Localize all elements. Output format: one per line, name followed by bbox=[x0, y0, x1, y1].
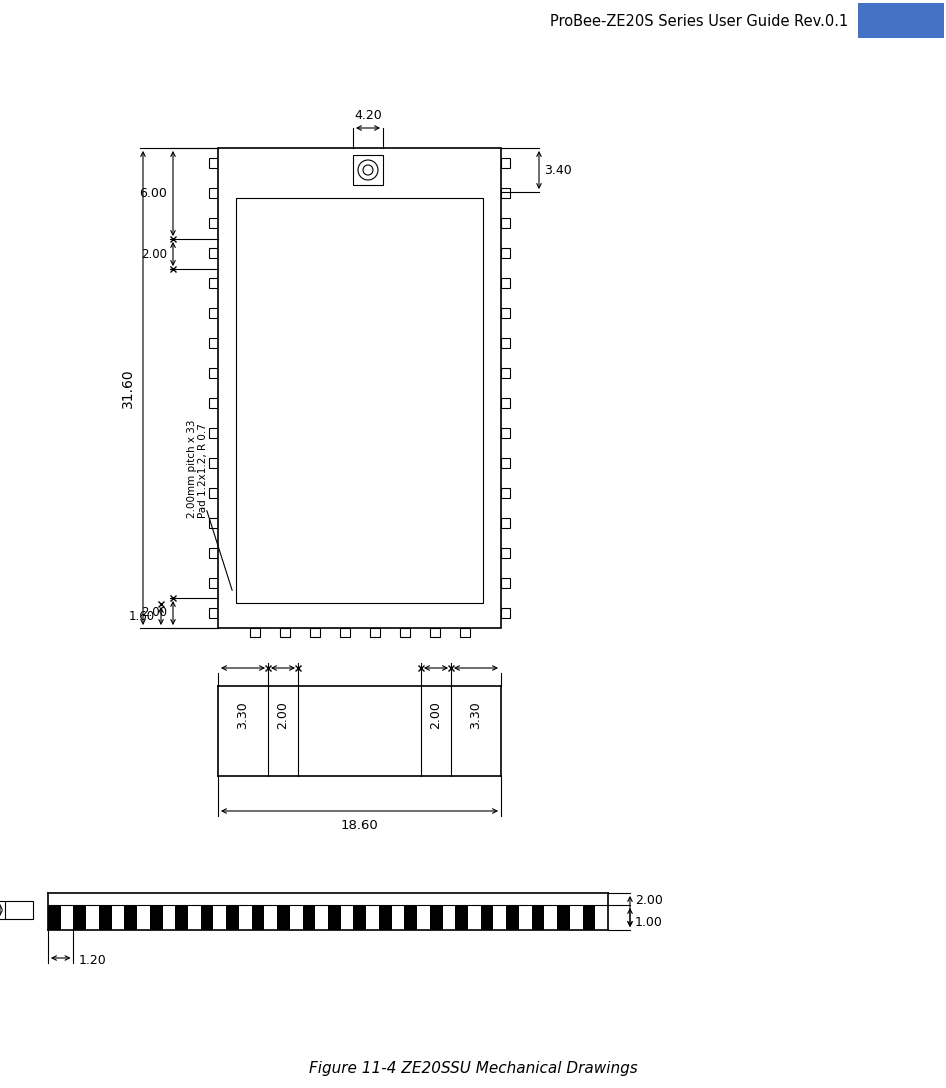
Text: 3.30: 3.30 bbox=[236, 701, 250, 729]
Bar bbox=[370, 628, 380, 636]
Bar bbox=[430, 628, 440, 636]
Bar bbox=[250, 628, 260, 636]
Text: Figure 11-4 ZE20SSU Mechanical Drawings: Figure 11-4 ZE20SSU Mechanical Drawings bbox=[308, 1061, 638, 1076]
Bar bbox=[501, 428, 510, 438]
Bar bbox=[557, 905, 569, 930]
Circle shape bbox=[248, 237, 258, 248]
Bar bbox=[455, 905, 468, 930]
Bar bbox=[149, 905, 163, 930]
Bar bbox=[501, 158, 510, 168]
Bar bbox=[209, 338, 218, 348]
Text: 4.20: 4.20 bbox=[354, 109, 382, 122]
Bar bbox=[501, 248, 510, 258]
Bar bbox=[209, 428, 218, 438]
Text: 3.40: 3.40 bbox=[544, 163, 571, 176]
Bar bbox=[5, 901, 33, 919]
Bar bbox=[501, 398, 510, 408]
Bar bbox=[252, 905, 264, 930]
Bar bbox=[280, 628, 290, 636]
Bar bbox=[99, 905, 112, 930]
Bar bbox=[310, 628, 320, 636]
Text: 31.60: 31.60 bbox=[121, 368, 135, 408]
Bar bbox=[501, 578, 510, 588]
Bar bbox=[481, 905, 494, 930]
Bar bbox=[340, 628, 350, 636]
Text: 2.00: 2.00 bbox=[635, 894, 663, 907]
Bar bbox=[379, 905, 392, 930]
Bar bbox=[303, 905, 315, 930]
Bar bbox=[48, 905, 61, 930]
Bar bbox=[209, 398, 218, 408]
Bar bbox=[201, 905, 214, 930]
Text: 2.00: 2.00 bbox=[429, 701, 443, 729]
Bar bbox=[209, 158, 218, 168]
Bar bbox=[277, 905, 289, 930]
Bar bbox=[506, 905, 519, 930]
Text: 1.20: 1.20 bbox=[79, 953, 106, 966]
Bar bbox=[460, 628, 470, 636]
Bar bbox=[209, 248, 218, 258]
Bar bbox=[209, 308, 218, 318]
Bar bbox=[501, 489, 510, 498]
Circle shape bbox=[358, 160, 378, 180]
Text: 3.30: 3.30 bbox=[469, 701, 482, 729]
Bar bbox=[209, 608, 218, 618]
Bar bbox=[501, 518, 510, 528]
Bar bbox=[209, 188, 218, 198]
Text: 1.00: 1.00 bbox=[635, 916, 663, 929]
Bar bbox=[209, 578, 218, 588]
Bar bbox=[209, 368, 218, 378]
Bar bbox=[209, 489, 218, 498]
Bar bbox=[501, 218, 510, 228]
Text: Pad 1.2x1.2, R 0.7: Pad 1.2x1.2, R 0.7 bbox=[198, 423, 208, 518]
Bar bbox=[858, 3, 944, 38]
Text: 6.00: 6.00 bbox=[139, 187, 167, 200]
Text: 18.60: 18.60 bbox=[341, 819, 378, 832]
Bar bbox=[501, 548, 510, 558]
Bar bbox=[236, 198, 483, 603]
Bar bbox=[209, 548, 218, 558]
Bar bbox=[124, 905, 137, 930]
Bar bbox=[354, 905, 366, 930]
Bar bbox=[209, 279, 218, 288]
Bar bbox=[501, 308, 510, 318]
Text: 2.00mm pitch x 33: 2.00mm pitch x 33 bbox=[187, 420, 197, 518]
Bar bbox=[583, 905, 595, 930]
Bar bbox=[209, 458, 218, 468]
Bar bbox=[74, 905, 86, 930]
Text: ProBee-ZE20S Series User Guide Rev.0.1: ProBee-ZE20S Series User Guide Rev.0.1 bbox=[550, 14, 848, 29]
Bar bbox=[501, 188, 510, 198]
Text: 2.00: 2.00 bbox=[141, 247, 167, 260]
Bar bbox=[209, 518, 218, 528]
Bar bbox=[501, 338, 510, 348]
Bar bbox=[328, 905, 341, 930]
Bar bbox=[226, 905, 239, 930]
Bar bbox=[501, 608, 510, 618]
Bar bbox=[400, 628, 410, 636]
Bar bbox=[353, 154, 383, 185]
Bar bbox=[501, 458, 510, 468]
Bar bbox=[218, 148, 501, 628]
Text: 1.60: 1.60 bbox=[129, 609, 155, 622]
Circle shape bbox=[363, 165, 373, 175]
Bar bbox=[532, 905, 544, 930]
Bar bbox=[501, 368, 510, 378]
Bar bbox=[175, 905, 188, 930]
Text: 2.00: 2.00 bbox=[141, 606, 167, 619]
Bar bbox=[429, 905, 443, 930]
Bar bbox=[501, 279, 510, 288]
Bar bbox=[209, 218, 218, 228]
Bar bbox=[404, 905, 417, 930]
Text: 2.00: 2.00 bbox=[276, 701, 289, 729]
